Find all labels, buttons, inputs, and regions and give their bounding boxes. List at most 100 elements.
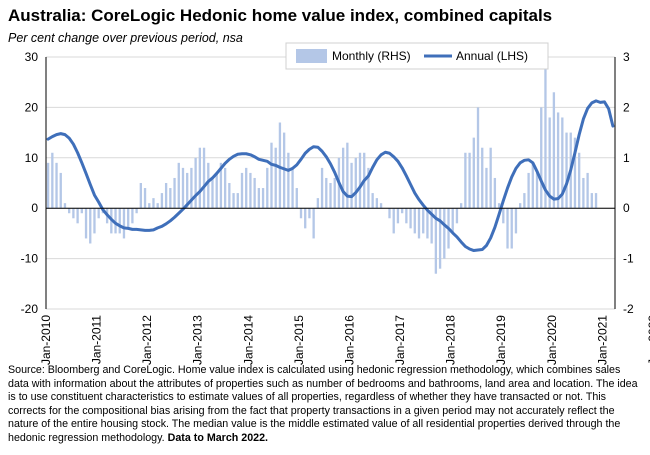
monthly-bar (493, 177, 497, 209)
monthly-bar (228, 183, 231, 209)
monthly-bar (299, 208, 303, 219)
monthly-bar (367, 167, 370, 209)
monthly-bar (148, 203, 151, 209)
y-right-tick-label: 3 (623, 50, 630, 64)
source-text: Source: Bloomberg and CoreLogic. Home va… (8, 364, 638, 444)
monthly-bar (460, 203, 463, 209)
monthly-bar (139, 183, 142, 209)
monthly-bar (181, 167, 185, 209)
monthly-bar (316, 198, 320, 209)
monthly-bar (308, 208, 311, 219)
monthly-bar (169, 188, 172, 209)
monthly-bar (358, 152, 362, 209)
monthly-bar (548, 117, 551, 209)
monthly-bar (455, 208, 459, 224)
monthly-bar (422, 208, 425, 234)
y-right-tick-label: -2 (623, 302, 634, 316)
monthly-bar (417, 208, 421, 239)
chart-legend: Monthly (RHS) Annual (LHS) (285, 42, 549, 70)
x-tick-label: Jan-2010 (39, 315, 53, 365)
x-tick-label: Jan-2020 (545, 315, 559, 365)
monthly-bar (253, 177, 256, 209)
monthly-bar (84, 208, 88, 239)
monthly-bar (396, 208, 400, 224)
x-tick-label: Jan-2013 (191, 315, 205, 365)
monthly-bar (278, 122, 282, 209)
legend-annual-label: Annual (LHS) (456, 49, 528, 63)
monthly-bar (485, 167, 488, 209)
monthly-bar (198, 147, 201, 209)
monthly-bar (240, 172, 244, 209)
x-tick-label: Jan-2017 (393, 315, 407, 365)
y-left-tick-label: 30 (25, 50, 39, 64)
monthly-bar (173, 177, 176, 209)
monthly-bar (46, 162, 50, 209)
y-right-tick-label: 2 (623, 100, 630, 114)
monthly-bar (295, 188, 298, 209)
monthly-bar (186, 172, 189, 209)
monthly-bar (270, 142, 273, 209)
monthly-bar (409, 208, 412, 229)
x-tick-label: Jan-2011 (90, 315, 104, 364)
monthly-bar (443, 208, 446, 259)
monthly-bar (261, 188, 265, 209)
annual-line-group (46, 99, 615, 253)
monthly-bar (164, 183, 168, 209)
y-left-tick-label: 10 (25, 151, 39, 165)
y-right-tick-label: 0 (623, 201, 630, 215)
monthly-bar (211, 177, 214, 209)
monthly-bar (274, 147, 277, 209)
source-bold-text: Data to March 2022. (167, 431, 269, 444)
monthly-bar (506, 208, 509, 249)
monthly-bar (451, 208, 454, 234)
monthly-bar (392, 208, 395, 234)
y-left-tick-label: -10 (21, 252, 39, 266)
monthly-bar (375, 198, 379, 209)
y-right-tick-label: 1 (623, 151, 630, 165)
monthly-bar (497, 203, 501, 209)
y-left-tick-label: 20 (25, 100, 39, 114)
legend-box (285, 42, 549, 70)
monthly-bar (122, 208, 126, 239)
monthly-bar (464, 152, 467, 209)
y-left-tick-label: 0 (31, 201, 38, 215)
monthly-bar (93, 208, 96, 234)
y-right-tick-label: -1 (623, 252, 634, 266)
x-tick-label: Jan-2018 (444, 315, 458, 365)
monthly-bar (312, 208, 315, 239)
monthly-bar (400, 208, 404, 214)
monthly-bar (544, 67, 547, 209)
monthly-bar (578, 152, 581, 209)
monthly-bar (245, 167, 248, 209)
monthly-bar (287, 152, 290, 209)
monthly-bar (131, 208, 134, 224)
monthly-bar (535, 172, 539, 209)
monthly-bar (594, 193, 598, 209)
monthly-bar (556, 112, 560, 209)
monthly-bar (582, 177, 585, 209)
monthly-bar (552, 92, 556, 209)
monthly-bar (481, 147, 484, 209)
monthly-bar (59, 172, 62, 209)
monthly-bar (320, 167, 324, 209)
monthly-bar (232, 193, 235, 209)
x-tick-label: Jan-2015 (292, 315, 306, 365)
monthly-bar (118, 208, 121, 234)
monthly-bar (55, 162, 58, 209)
legend-monthly-label: Monthly (RHS) (332, 49, 411, 63)
monthly-bar (350, 162, 353, 209)
chart-subtitle: Per cent change over previous period, ns… (8, 31, 243, 45)
monthly-bar (127, 208, 130, 229)
monthly-bar (63, 203, 67, 209)
monthly-bar (586, 172, 589, 209)
monthly-bar (426, 208, 429, 239)
legend-monthly-swatch (296, 49, 327, 63)
monthly-bar (194, 157, 197, 209)
monthly-bar (379, 203, 383, 209)
monthly-bar (177, 162, 180, 209)
monthly-bar (72, 208, 75, 219)
monthly-bar (519, 203, 522, 209)
monthly-bar (76, 208, 79, 224)
x-tick-label: Jan-2014 (241, 315, 255, 365)
